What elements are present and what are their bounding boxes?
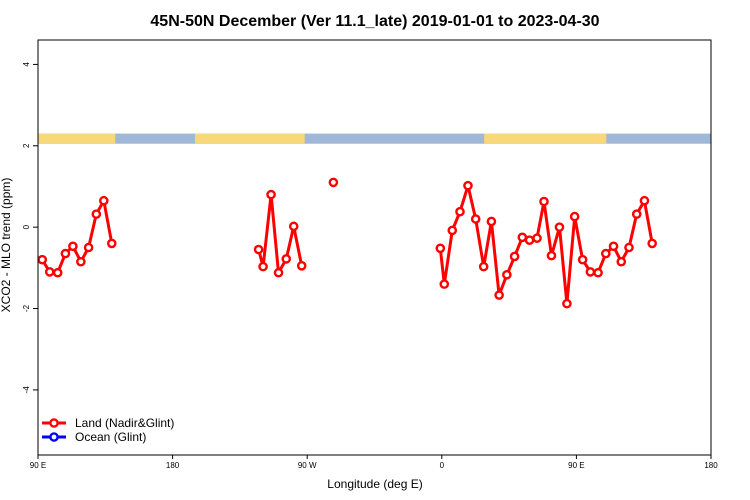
x-tick-label: 180: [704, 461, 718, 470]
chart-title: 45N-50N December (Ver 11.1_late) 2019-01…: [150, 13, 599, 30]
data-point: [554, 222, 565, 232]
legend-label: Ocean (Glint): [75, 430, 146, 444]
x-tick-label: 90 E: [568, 461, 584, 470]
data-point: [494, 290, 504, 300]
legend-marker: [49, 418, 59, 428]
data-point: [631, 209, 642, 219]
y-axis-label: XCO2 - MLO trend (ppm): [0, 178, 13, 313]
y-tick-label: 4: [22, 62, 31, 67]
data-point: [106, 238, 117, 249]
data-point: [455, 206, 465, 217]
y-tick-label: -4: [22, 386, 31, 394]
data-point: [60, 248, 71, 259]
data-point: [601, 248, 611, 259]
data-point: [502, 269, 512, 280]
series-layer: [37, 177, 657, 309]
x-tick-label: 90 E: [30, 461, 46, 470]
data-point: [470, 214, 481, 224]
map-land-span: [38, 133, 116, 144]
data-point: [524, 235, 535, 245]
x-tick-label: 0: [440, 461, 445, 470]
data-point: [546, 250, 557, 261]
data-point: [569, 211, 580, 222]
map-ocean-band: [38, 133, 711, 144]
data-point: [76, 256, 86, 267]
data-point: [68, 241, 78, 252]
data-point: [593, 267, 603, 278]
y-tick-label: -2: [22, 304, 31, 312]
data-point: [486, 216, 497, 227]
data-point: [91, 209, 102, 219]
data-point: [532, 233, 542, 243]
data-point: [577, 254, 588, 265]
data-point: [435, 243, 446, 254]
x-tick-label: 90 W: [298, 461, 317, 470]
y-tick-label: 0: [22, 224, 31, 229]
legend-label: Land (Nadir&Glint): [75, 416, 174, 430]
legend-marker: [49, 432, 59, 442]
data-point: [585, 267, 596, 277]
x-axis-ticks: 90 E 180 90 W 0 90 E 180: [30, 455, 718, 470]
map-land-span: [486, 133, 607, 144]
data-point: [647, 238, 657, 249]
data-point: [99, 195, 109, 206]
data-point: [562, 298, 572, 309]
map-strip: [38, 133, 711, 144]
x-tick-label: 180: [166, 461, 180, 470]
data-point: [288, 221, 299, 232]
x-axis-label: Longitude (deg E): [327, 477, 422, 491]
data-point: [608, 241, 619, 252]
data-point: [439, 279, 450, 289]
data-point: [296, 261, 307, 271]
data-point: [328, 177, 339, 188]
data-point: [616, 256, 627, 267]
data-point: [624, 242, 634, 253]
data-point: [539, 196, 549, 207]
data-point: [253, 244, 264, 255]
y-tick-label: 2: [22, 143, 31, 148]
data-point: [37, 254, 48, 265]
data-point: [52, 267, 63, 278]
data-point: [273, 267, 284, 278]
data-point: [266, 189, 276, 200]
data-point: [478, 261, 489, 272]
plot-frame: [37, 39, 712, 456]
series-line: [257, 193, 304, 275]
data-point: [44, 267, 55, 277]
data-point: [639, 195, 650, 206]
map-land-span: [195, 133, 305, 144]
data-point: [83, 242, 94, 253]
y-axis-ticks: 4 2 0 -2 -4: [22, 62, 38, 394]
data-point: [281, 254, 292, 264]
data-point: [509, 251, 520, 262]
legend: Land (Nadir&Glint)Ocean (Glint): [42, 416, 174, 444]
data-point: [447, 225, 458, 236]
data-point: [463, 180, 473, 191]
data-point: [258, 261, 268, 272]
